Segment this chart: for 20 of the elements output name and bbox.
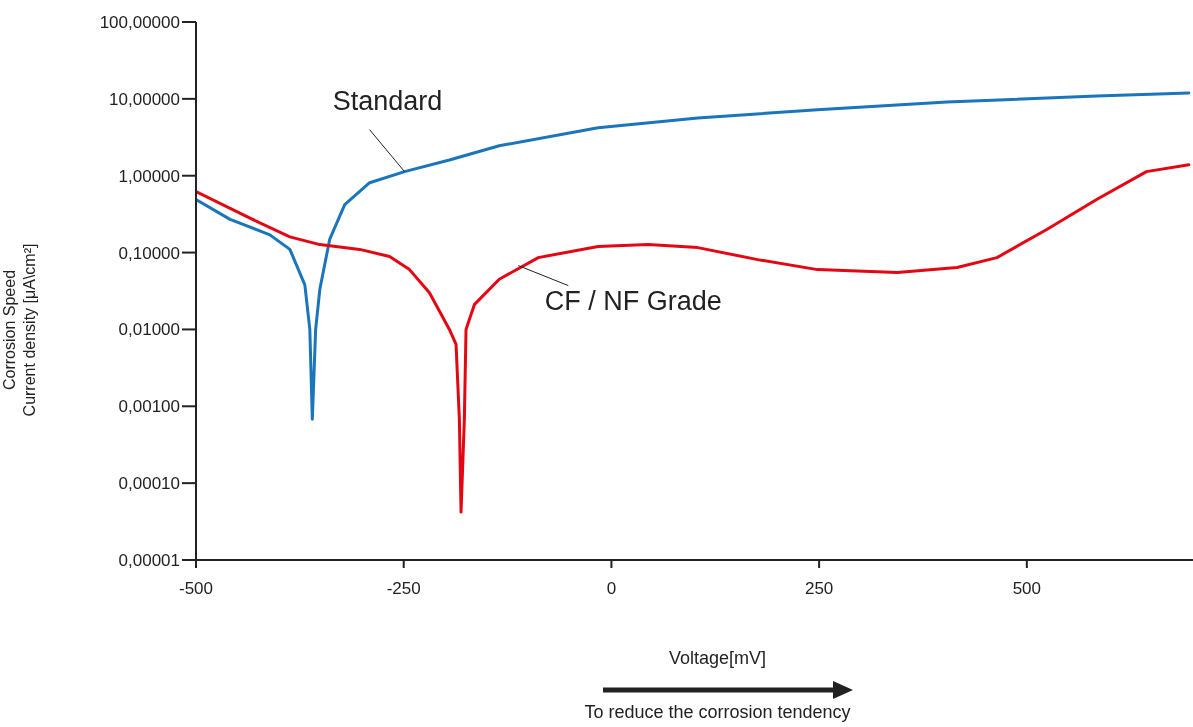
y-tick-label: 10,00000 <box>109 89 180 109</box>
series-label: CF / NF Grade <box>544 285 722 316</box>
y-axis-title: Corrosion Speed Current density [μA\cm²] <box>0 243 39 417</box>
line-series <box>196 91 1191 421</box>
x-tick-label: 500 <box>1012 579 1042 599</box>
y-tick-label: 0,10000 <box>118 243 180 263</box>
y-tick-label: 0,00001 <box>118 551 180 571</box>
x-tick-label: -250 <box>386 579 421 599</box>
x-tick-label: 0 <box>606 579 617 599</box>
y-tick-label: 1,00000 <box>118 166 180 186</box>
series-label: Standard <box>332 85 443 116</box>
x-tick-label: -500 <box>178 579 214 599</box>
y-tick-label: 100,00000 <box>99 13 180 33</box>
x-tick-label: 250 <box>804 579 834 599</box>
y-tick-label: 0,00100 <box>118 397 180 417</box>
y-tick-label: 0,00010 <box>118 474 180 494</box>
text: To reduce the corrosion tendency <box>583 702 852 723</box>
x-axis-title: Voltage[mV] <box>667 648 768 669</box>
y-tick-label: 0,01000 <box>118 320 180 340</box>
line-series <box>196 163 1191 514</box>
